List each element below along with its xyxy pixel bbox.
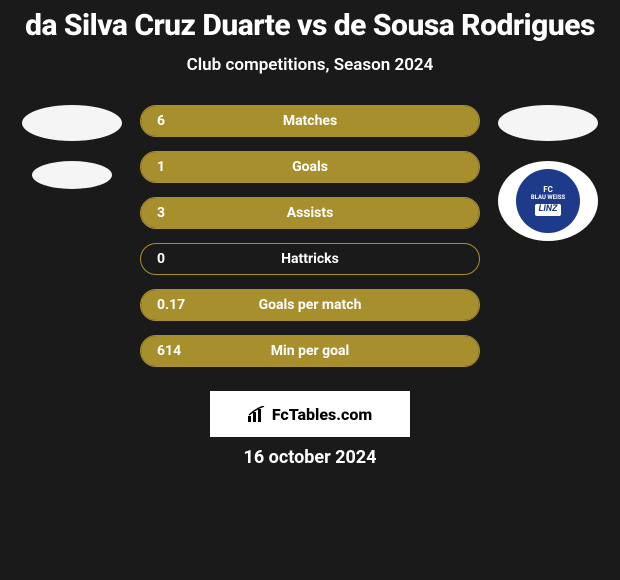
stat-value: 0.17 (141, 297, 201, 313)
content-row: 6 Matches 1 Goals 3 Assists 0 Hattricks 0.17 Goal… (0, 105, 620, 367)
subtitle: Club competitions, Season 2024 (0, 55, 620, 75)
stat-label: Assists (287, 205, 334, 221)
footer-date: 16 october 2024 (0, 447, 620, 468)
player-left-avatar (22, 105, 122, 141)
club-logo-city: LINZ (535, 204, 562, 216)
player-left-column (22, 105, 122, 189)
stat-label: Hattricks (281, 251, 339, 267)
stat-row: 0.17 Goals per match (140, 289, 480, 321)
stat-value: 614 (141, 343, 201, 359)
stat-value: 3 (141, 205, 201, 221)
stat-label: Goals (292, 159, 328, 175)
stats-column: 6 Matches 1 Goals 3 Assists 0 Hattricks 0.17 Goal… (140, 105, 480, 367)
club-logo-inner: FC BLAU WEISS LINZ (516, 169, 580, 233)
brand-text: FcTables.com (272, 405, 372, 424)
player-right-club-logo: FC BLAU WEISS LINZ (498, 161, 598, 241)
player-right-column: FC BLAU WEISS LINZ (498, 105, 598, 241)
player-left-club-placeholder (32, 161, 112, 189)
brand-badge[interactable]: FcTables.com (210, 391, 410, 437)
club-logo-bw: BLAU WEISS (531, 195, 565, 202)
stat-value: 0 (141, 251, 201, 267)
stat-row: 6 Matches (140, 105, 480, 137)
stat-value: 1 (141, 159, 201, 175)
page-title: da Silva Cruz Duarte vs de Sousa Rodrigu… (0, 8, 620, 43)
stat-label: Matches (283, 113, 337, 129)
stat-row: 614 Min per goal (140, 335, 480, 367)
stat-row: 0 Hattricks (140, 243, 480, 275)
stat-value: 6 (141, 113, 201, 129)
stat-row: 1 Goals (140, 151, 480, 183)
stat-label: Goals per match (259, 297, 362, 313)
comparison-card: da Silva Cruz Duarte vs de Sousa Rodrigu… (0, 0, 620, 580)
chart-icon (248, 406, 266, 422)
stat-label: Min per goal (271, 343, 349, 359)
stat-row: 3 Assists (140, 197, 480, 229)
player-right-avatar (498, 105, 598, 141)
